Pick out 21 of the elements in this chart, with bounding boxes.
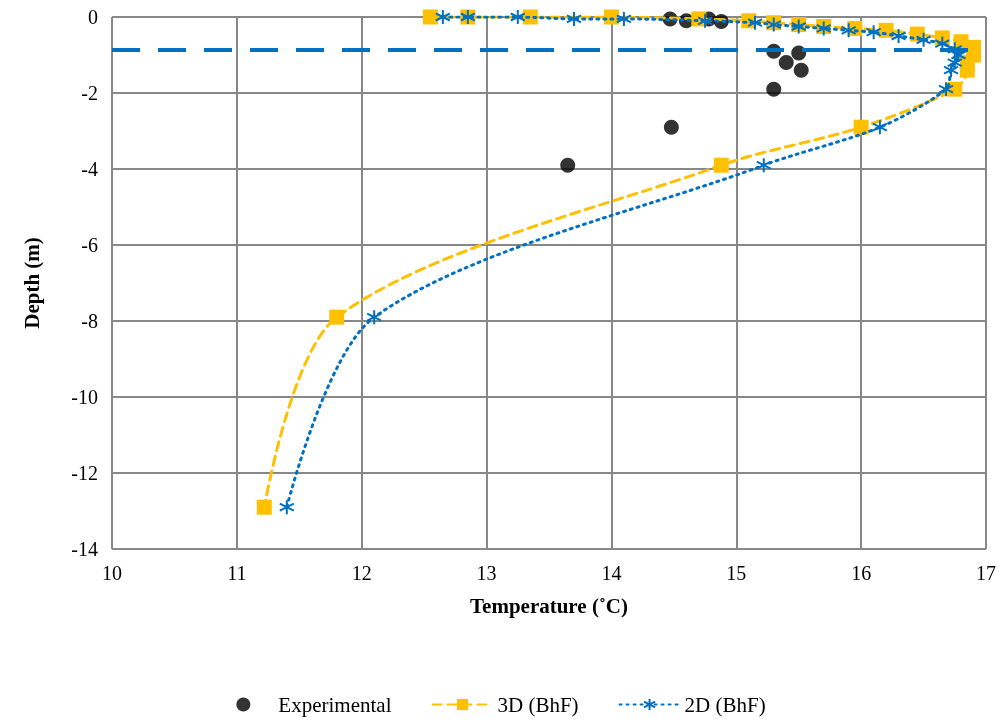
y-tick-label: -2	[81, 82, 98, 104]
x-tick-label: 12	[351, 562, 372, 584]
y-tick-label: -4	[81, 158, 98, 180]
y-axis-title: Depth (m)	[19, 237, 44, 329]
legend-label: 3D (BhF)	[497, 692, 579, 717]
y-tick-label: 0	[88, 6, 98, 28]
y-tick-label: -10	[71, 386, 98, 408]
x-tick-label: 17	[976, 562, 996, 584]
y-tick-label: -14	[71, 538, 98, 560]
x-tick-label: 11	[227, 562, 247, 584]
x-tick-label: 16	[851, 562, 872, 584]
x-tick-label: 10	[102, 562, 122, 584]
x-axis-title: Temperature (˚C)	[469, 593, 629, 618]
y-tick-label: -8	[81, 310, 98, 332]
legend-label: Experimental	[278, 692, 392, 717]
y-tick-label: -6	[81, 234, 98, 256]
y-tick-label: -12	[71, 462, 98, 484]
legend-label: 2D (BhF)	[684, 692, 766, 717]
x-tick-label: 13	[476, 562, 497, 584]
x-tick-label: 14	[601, 562, 622, 584]
x-tick-label: 15	[726, 562, 747, 584]
